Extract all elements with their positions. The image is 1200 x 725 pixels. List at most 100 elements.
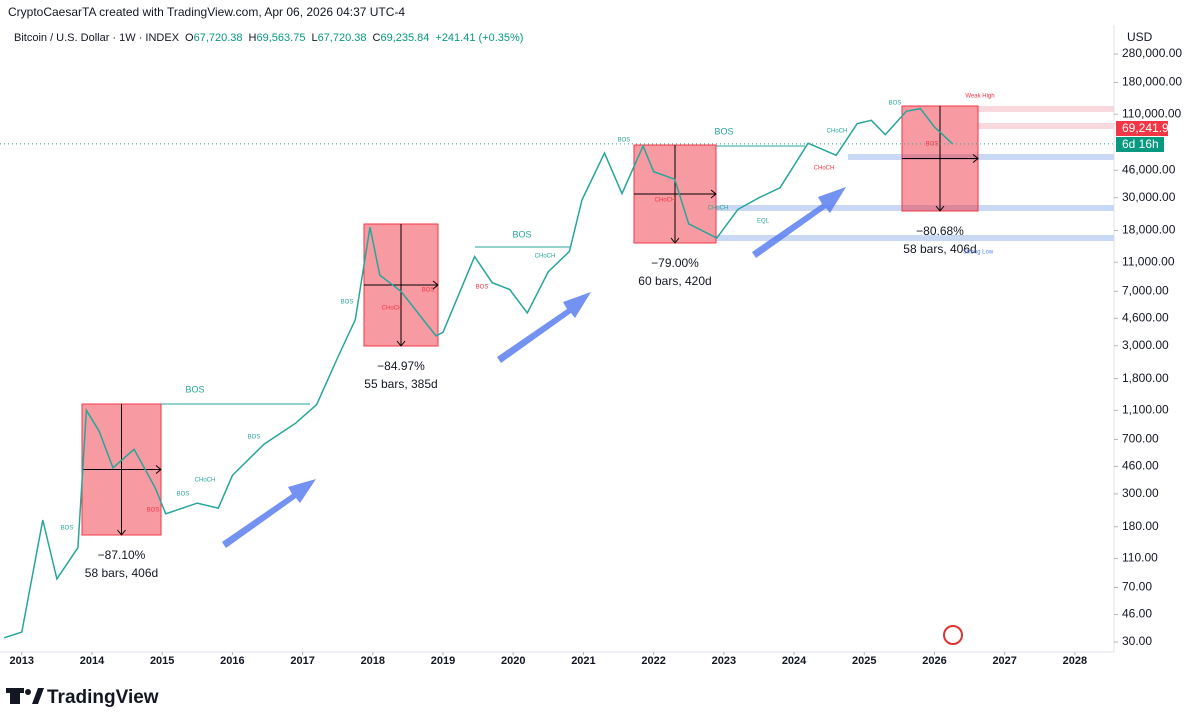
annotation: CHoCH	[382, 306, 403, 312]
annotation: BOS	[889, 101, 902, 107]
y-tick-label: 70.00	[1122, 580, 1152, 594]
event-icon	[943, 625, 963, 645]
drop-span: 55 bars, 385d	[364, 377, 437, 391]
ohlc-key: O	[185, 32, 194, 44]
annotation: BOS	[341, 300, 354, 306]
drop-span: 58 bars, 406d	[85, 566, 158, 580]
y-tick-label: 1,800.00	[1122, 371, 1169, 385]
ohlc-value: 69,235.84	[380, 32, 429, 44]
logo-mark	[6, 688, 24, 693]
y-tick-label: 30,000.00	[1122, 190, 1176, 204]
drop-span: 60 bars, 420d	[638, 274, 711, 288]
zone	[978, 123, 1114, 129]
annotation: Strong Low	[963, 250, 994, 256]
y-tick-label: 4,600.00	[1122, 310, 1169, 324]
annotation: BOS	[185, 384, 204, 394]
annotation: BOS	[618, 138, 631, 144]
y-tick-label: 30.00	[1122, 634, 1152, 648]
y-tick-label: 300.00	[1122, 486, 1159, 500]
annotation: Weak High	[965, 94, 994, 100]
annotation: BOS	[926, 142, 939, 148]
annotation: BOS	[476, 285, 489, 291]
x-tick-label: 2028	[1063, 655, 1087, 667]
y-tick-label: 110.00	[1122, 551, 1158, 565]
x-tick-label: 2015	[150, 655, 174, 667]
x-tick-label: 2017	[290, 655, 314, 667]
y-tick-label: 46.00	[1122, 607, 1152, 621]
annotation: BOS	[147, 508, 160, 514]
box-arrow	[117, 465, 162, 536]
annotation: BOS	[248, 435, 261, 441]
currency: USD	[1127, 30, 1153, 44]
ohlc-value: 69,563.75	[257, 32, 306, 44]
x-tick-label: 2027	[992, 655, 1016, 667]
y-tick-label: 460.00	[1122, 459, 1159, 473]
y-tick-label: 11,000.00	[1122, 254, 1175, 268]
ohlc: O 67,720.38 H 69,563.75 L 67,720.38 C 69,235.84…	[185, 32, 523, 44]
x-tick-label: 2023	[712, 655, 736, 667]
annotation: CHoCH	[827, 129, 848, 135]
x-tick-label: 2014	[80, 655, 105, 667]
y-tick-label: 18,000.00	[1122, 223, 1176, 237]
ohlc-value: 67,720.38	[318, 32, 367, 44]
drop-span: 58 bars, 406d	[903, 242, 976, 256]
brand: TradingView	[47, 687, 159, 708]
annotation: CHoCH	[655, 198, 676, 204]
price-line	[3, 107, 954, 639]
y-tick-label: 7,000.00	[1122, 283, 1169, 297]
logo-mark	[32, 688, 44, 704]
price-badge: 69,241.92	[1122, 121, 1176, 135]
bos-lines	[161, 145, 805, 405]
zone	[978, 106, 1114, 112]
annotation: CHoCH	[708, 206, 729, 212]
ohlc-key: L	[311, 32, 317, 44]
logo-mark	[25, 689, 31, 695]
y-tick-label: 3,000.00	[1122, 338, 1169, 352]
change: +241.41 (+0.35%)	[435, 32, 523, 44]
y-tick-label: 46,000.00	[1122, 162, 1176, 176]
y-tick-label: 700.00	[1122, 432, 1159, 446]
annotation: CHoCH	[195, 478, 216, 484]
x-tick-label: 2016	[220, 655, 244, 667]
x-tick-label: 2021	[571, 655, 595, 667]
box-arrow	[935, 154, 979, 212]
y-tick-label: 1,100.00	[1122, 403, 1169, 417]
annotation: BOS	[177, 492, 190, 498]
x-tick-label: 2020	[501, 655, 525, 667]
annotation: BOS	[714, 126, 733, 136]
annotation: CHoCH	[535, 254, 556, 260]
y-tick-label: 110,000.00	[1122, 106, 1181, 120]
drop-pct: −79.00%	[651, 256, 699, 270]
box-arrow	[396, 280, 439, 347]
y-tick-label: 180,000.00	[1122, 75, 1182, 89]
annotation: BOS	[422, 288, 435, 294]
logo-mark	[10, 688, 20, 704]
annotation: BOS	[512, 229, 531, 239]
x-tick-label: 2026	[922, 655, 946, 667]
x-tick-label: 2013	[10, 655, 34, 667]
price-badge-bg	[1116, 121, 1168, 136]
countdown: 6d 16h	[1122, 137, 1159, 151]
drop-pct: −84.97%	[377, 359, 425, 373]
credit: CryptoCaesarTA created with TradingView.…	[8, 5, 405, 19]
annotation: CHoCH	[814, 166, 835, 172]
x-tick-label: 2025	[852, 655, 876, 667]
drop-boxes: −87.10% 58 bars, 406d −84.97% 55 bars, 385d…	[81, 105, 979, 580]
x-tick-label: 2019	[431, 655, 455, 667]
drop-pct: −87.10%	[98, 548, 146, 562]
annotation: EQL	[757, 219, 770, 225]
ohlc-key: C	[373, 32, 381, 44]
x-tick-label: 2024	[782, 655, 807, 667]
annotation: BOS	[61, 526, 74, 532]
trend-arrows	[222, 187, 846, 548]
x-tick-label: 2018	[361, 655, 385, 667]
box-arrow	[670, 189, 717, 244]
symbol: Bitcoin / U.S. Dollar · 1W · INDEX	[14, 32, 180, 44]
y-tick-label: 280,000.00	[1122, 46, 1182, 60]
drop-pct: −80.68%	[916, 224, 964, 238]
zone	[716, 235, 1114, 241]
y-tick-label: 180.00	[1122, 519, 1159, 533]
countdown-bg	[1116, 137, 1164, 152]
plot: 280,000.00 180,000.00 110,000.00 46,000.00 3…	[0, 46, 1182, 667]
